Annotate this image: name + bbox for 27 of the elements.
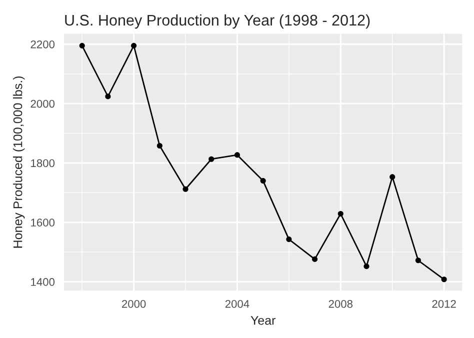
x-axis-title: Year xyxy=(250,316,276,325)
point xyxy=(131,42,137,48)
point xyxy=(182,186,188,192)
x-tick-label: 2008 xyxy=(328,300,353,308)
y-tick-label: 1600 xyxy=(31,218,55,227)
point xyxy=(208,156,214,162)
chart-title: U.S. Honey Production by Year (1998 - 2012) xyxy=(65,14,370,29)
x-tick-label: 2000 xyxy=(122,300,146,308)
point xyxy=(156,142,162,149)
point xyxy=(234,152,240,158)
point xyxy=(338,210,344,217)
point xyxy=(312,256,318,262)
point xyxy=(105,94,111,100)
point xyxy=(260,178,266,184)
y-tick-label: 2200 xyxy=(30,40,55,48)
y-tick-label: 1400 xyxy=(31,278,55,286)
point xyxy=(441,276,447,282)
y-tick-label: 1800 xyxy=(31,159,55,168)
x-tick-label: 2012 xyxy=(432,300,456,308)
point xyxy=(286,236,292,242)
point xyxy=(79,42,85,48)
point xyxy=(390,174,396,180)
point xyxy=(415,258,421,264)
x-tick-label: 2004 xyxy=(225,300,250,308)
y-tick-label: 2000 xyxy=(30,100,55,108)
point xyxy=(364,264,370,270)
y-axis-title: Honey Produced (100,000 lbs.) xyxy=(13,76,25,248)
